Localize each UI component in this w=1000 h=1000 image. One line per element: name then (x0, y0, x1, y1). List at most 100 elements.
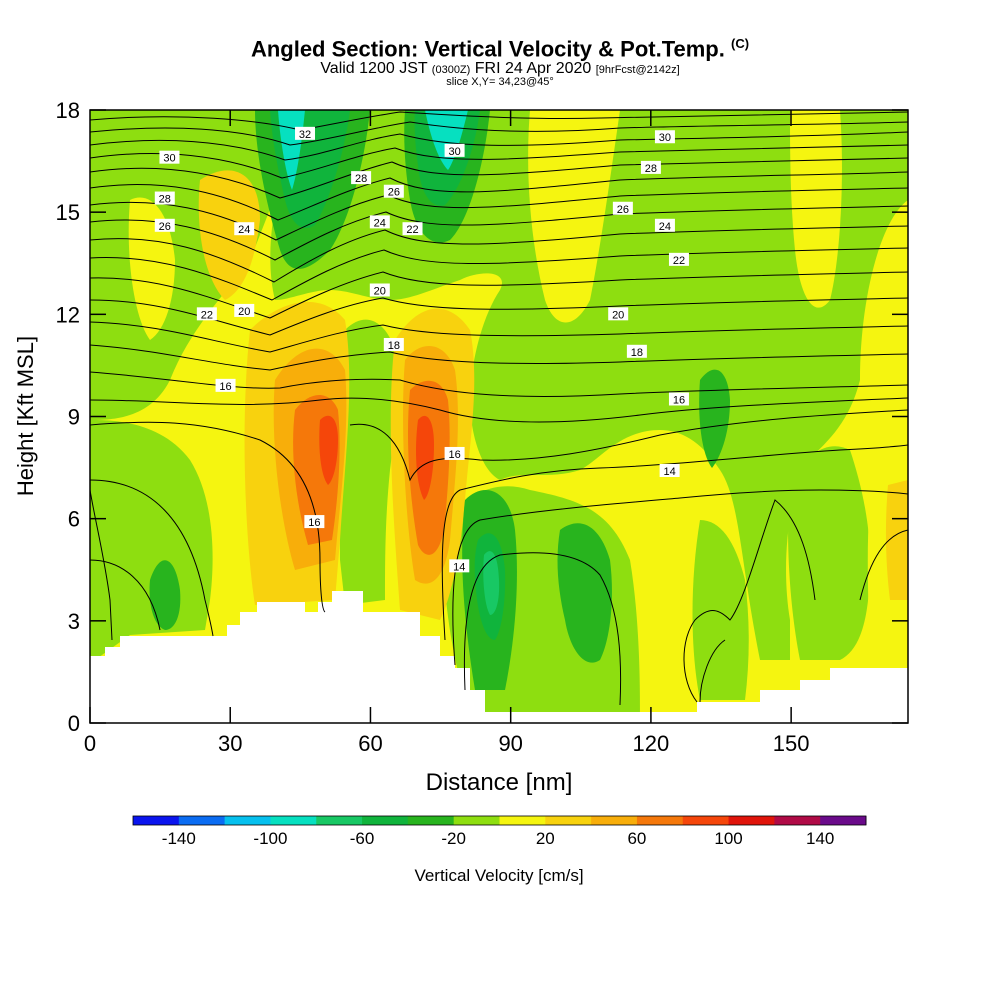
slice-label: slice X,Y= 34,23@45° (446, 76, 554, 88)
field-weak-up-upper-2 (528, 110, 620, 323)
colorbar-swatch (133, 816, 180, 825)
theta-contour-line (90, 479, 214, 637)
field-up-20-40-c (198, 170, 260, 300)
theta-contour-label-bg (626, 344, 647, 358)
theta-contour-label-text: 18 (631, 347, 643, 359)
colorbar-swatch (728, 816, 775, 825)
x-tick-label: 60 (358, 731, 382, 756)
theta-contour-label: 16 (444, 446, 465, 461)
y-tick-label: 6 (68, 507, 80, 532)
colorbar (132, 815, 867, 826)
theta-contour-label-bg (351, 171, 372, 185)
theta-contour-line (90, 421, 326, 613)
subtitle-valid: Valid 1200 JST (320, 60, 428, 77)
y-axis: 0 3 6 9 12 15 18 (56, 98, 908, 736)
colorbar-swatch (407, 816, 455, 825)
theta-contour-label-bg (154, 191, 175, 205)
theta-contour-label-bg (608, 307, 629, 321)
field-weak-down-lowleft (90, 420, 213, 660)
theta-contour-label-bg (383, 337, 404, 351)
theta-contour-label: 20 (234, 303, 255, 318)
theta-contour-line (90, 121, 908, 146)
colorbar-swatch (270, 816, 317, 825)
colorbar-swatch (636, 816, 684, 825)
field-down-20-40-f (149, 560, 181, 630)
theta-contour-line (90, 559, 161, 631)
theta-contour-label: 14 (449, 559, 470, 573)
theta-contour-label-text: 16 (219, 381, 231, 393)
velocity-field (90, 110, 908, 723)
theta-contour-label-bg (304, 515, 325, 529)
x-axis-label: Distance [nm] (426, 769, 573, 796)
theta-contour-label-bg (640, 160, 661, 174)
theta-contour-label-bg (444, 143, 465, 157)
theta-contour-line (349, 409, 908, 482)
theta-contour-label: 20 (608, 307, 629, 321)
theta-contour-line (90, 271, 908, 319)
colorbar-swatch (591, 816, 638, 825)
field-weak-up-upper-1 (128, 197, 175, 340)
theta-contour-line (699, 639, 726, 703)
field-up-80-100-b (416, 415, 434, 500)
subtitle-zulu: (0300Z) (431, 64, 471, 76)
theta-contour-label-bg (449, 559, 470, 573)
y-tick-label: 3 (68, 609, 80, 634)
theta-contour-label-text: 28 (159, 194, 171, 206)
theta-contour-label: 26 (612, 201, 633, 216)
theta-contour-label-text: 28 (355, 173, 367, 185)
colorbar-tick-label: -20 (441, 829, 466, 848)
theta-contour-label-bg (383, 184, 404, 198)
x-tick-label: 150 (773, 731, 810, 756)
field-up-80-100-a (319, 415, 338, 485)
field-down-60-80-c (483, 551, 500, 615)
theta-contour-label: 26 (154, 218, 175, 233)
field-up-20-40-d (885, 480, 908, 600)
theta-contour-line (90, 297, 908, 336)
chart-title-unit: (C) (731, 36, 750, 51)
colorbar-tick-label: -60 (350, 829, 375, 848)
theta-contour-line (90, 397, 908, 423)
theta-contour-label: 24 (369, 215, 390, 229)
colorbar-swatch (453, 816, 500, 825)
theta-contour-label: 28 (640, 160, 661, 175)
theta-contour-label-bg (402, 222, 423, 236)
theta-contour-label-bg (654, 218, 675, 232)
theta-contour-line (441, 444, 908, 641)
colorbar-tick-labels: -140 -100 -60 -20 20 60 100 140 (162, 829, 835, 848)
theta-contour-line (90, 111, 908, 131)
theta-contour-label: 28 (351, 171, 372, 185)
y-tick-label: 15 (56, 200, 80, 225)
field-weak-down-center (338, 319, 398, 605)
theta-contour-line (683, 499, 816, 703)
colorbar-frame (132, 815, 867, 826)
subtitle-date: FRI 24 Apr 2020 (474, 60, 592, 77)
theta-contour-label-text: 26 (388, 187, 400, 199)
theta-contour-line (452, 489, 908, 666)
field-down-20-40-e (699, 369, 730, 468)
theta-contour-label: 30 (444, 143, 465, 158)
field-weak-down-lowright (692, 520, 749, 700)
theta-contour-label: 16 (215, 378, 236, 393)
theta-contour-labels: 32 30 30 30 28 28 28 26 26 26 24 24 24 22 22 22 20 20 20 18… (154, 126, 689, 573)
theta-contour-label-text: 28 (645, 163, 657, 175)
field-weak-up-midright (860, 370, 908, 700)
theta-contour-label-text: 22 (406, 224, 418, 236)
colorbar-tick-label: 20 (536, 829, 555, 848)
colorbar-tick-label: 100 (714, 829, 742, 848)
theta-contour-label-text: 32 (299, 129, 311, 141)
colorbar-swatch (499, 816, 546, 825)
x-tick-label: 30 (218, 731, 242, 756)
x-tick-label: 120 (633, 731, 670, 756)
colorbar-swatch (316, 816, 363, 825)
theta-contour-label-bg (234, 222, 255, 236)
theta-contour-label-text: 24 (238, 224, 250, 236)
x-tick-label: 0 (84, 731, 96, 756)
field-weak-down-right (788, 446, 870, 660)
theta-contour-line (90, 321, 908, 353)
theta-contour-label: 20 (369, 283, 390, 297)
theta-contour-label-text: 14 (453, 561, 465, 573)
theta-contour-label-text: 30 (448, 146, 460, 158)
theta-contour-label: 32 (295, 126, 316, 141)
x-axis: 0 30 60 90 120 150 (84, 707, 810, 756)
theta-contour-label-bg (659, 463, 680, 477)
